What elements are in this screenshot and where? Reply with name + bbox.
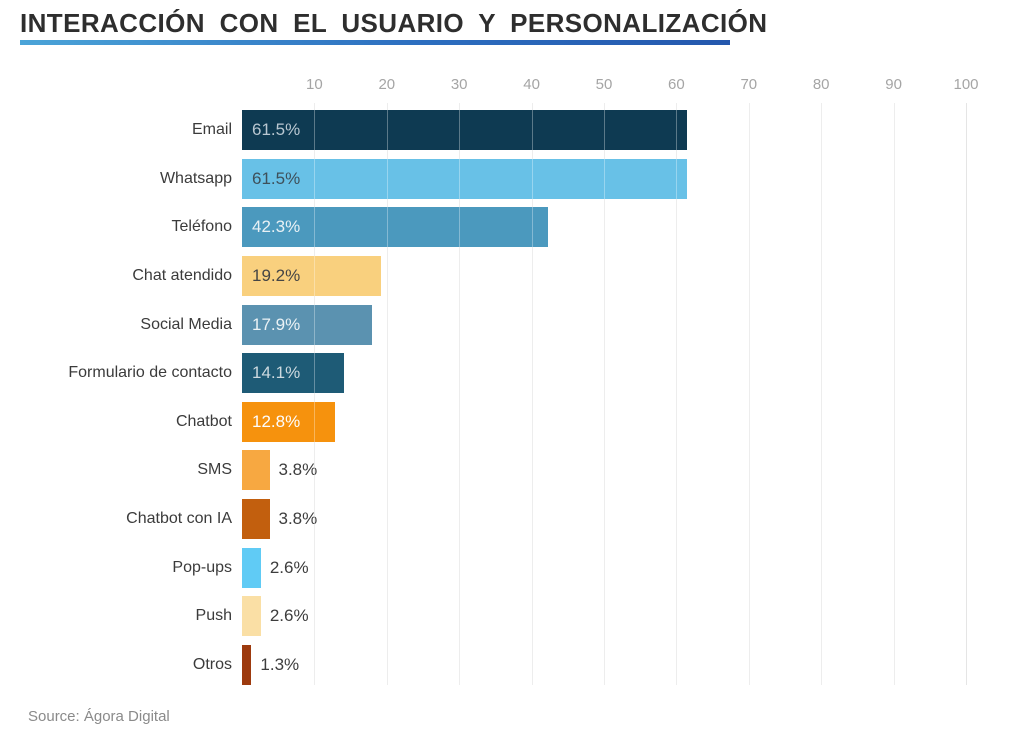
- bar-row: 42.3%: [242, 207, 966, 248]
- category-labels: Email Whatsapp Teléfono Chat atendido Social…: [0, 103, 232, 685]
- bar: [242, 110, 688, 150]
- bar-value-label: 1.3%: [260, 654, 300, 674]
- bar-row: 2.6%: [242, 547, 966, 588]
- gridline-overlay: [748, 103, 750, 685]
- bar-row: 3.8%: [242, 499, 966, 540]
- gridline: [459, 103, 461, 685]
- axis-tick-label: 80: [812, 76, 830, 93]
- axis-tick-label: 30: [450, 76, 468, 93]
- category-label: Chatbot: [175, 412, 232, 430]
- bar-value-label: 12.8%: [252, 411, 301, 431]
- gridline: [604, 103, 605, 685]
- bar-value-label: 61.5%: [252, 168, 301, 188]
- bar-value-label: 3.8%: [278, 509, 318, 529]
- axis-tick-label: 90: [885, 76, 902, 93]
- axis-tick-label: 60: [668, 76, 685, 93]
- bar-row: 61.5%: [242, 110, 966, 150]
- axis-tick-label: 70: [740, 76, 758, 93]
- gridline-overlay: [676, 103, 678, 685]
- bar: [242, 547, 261, 588]
- category-label: Otros: [192, 655, 232, 673]
- bar-row: 19.2%: [242, 255, 966, 296]
- gridline-overlay: [821, 103, 823, 685]
- bar: [242, 401, 335, 442]
- category-label: Social Media: [140, 315, 232, 333]
- gridline: [966, 103, 967, 685]
- gridline-overlay: [314, 103, 316, 685]
- gridline-overlay: [604, 103, 605, 685]
- bar-row: 17.9%: [242, 304, 966, 345]
- gridline: [676, 103, 678, 685]
- bar-value-label: 17.9%: [252, 314, 301, 334]
- bar: [242, 255, 381, 296]
- gridline: [893, 103, 895, 685]
- gridline-overlay: [386, 103, 388, 685]
- bar-row: 14.1%: [242, 353, 966, 394]
- category-label: Chat atendido: [132, 266, 232, 284]
- bar-value-label: 14.1%: [252, 363, 301, 383]
- bar-value-label: 61.5%: [252, 120, 301, 139]
- axis-tick-label: 40: [523, 76, 540, 93]
- category-label: Whatsapp: [159, 169, 232, 187]
- plot-area: 10 20 30 40 50 60 70 80 90 100 61.5% 61.5% 42.3% 19.2…: [242, 76, 979, 685]
- bar: [242, 644, 252, 685]
- axis-tick-label: 20: [378, 76, 396, 93]
- category-label: Pop-ups: [172, 558, 232, 576]
- category-label: Formulario de contacto: [68, 364, 232, 382]
- bar: [242, 499, 270, 540]
- bar: [242, 207, 549, 248]
- title-underline: [20, 40, 730, 45]
- gridline-overlay: [893, 103, 895, 685]
- category-label: SMS: [197, 461, 232, 479]
- bar-row: 2.6%: [242, 596, 966, 637]
- bar: [242, 304, 372, 345]
- source-note: Source: Ágora Digital: [28, 708, 170, 725]
- gridline: [821, 103, 823, 685]
- bar-row: 1.3%: [242, 644, 966, 685]
- gridline: [748, 103, 750, 685]
- category-label: Email: [191, 121, 232, 138]
- bar: [242, 450, 270, 491]
- bar-value-label: 3.8%: [278, 460, 318, 480]
- gridline: [531, 103, 533, 685]
- bar-value-label: 19.2%: [252, 265, 301, 285]
- bar-row: 61.5%: [242, 158, 966, 199]
- bar-row: 3.8%: [242, 450, 966, 491]
- category-label: Chatbot con IA: [126, 510, 232, 528]
- gridline: [386, 103, 388, 685]
- bar: [242, 158, 688, 199]
- gridline-overlay: [531, 103, 533, 685]
- gridline-overlay: [459, 103, 461, 685]
- page-title: INTERACCIÓN CON EL USUARIO Y PERSONALIZA…: [20, 8, 768, 38]
- bar-value-label: 42.3%: [252, 217, 301, 237]
- axis-tick-label: 10: [306, 76, 323, 93]
- bar: [242, 596, 261, 637]
- bar: [242, 353, 345, 394]
- bar-value-label: 2.6%: [269, 606, 309, 626]
- bar-value-label: 2.6%: [269, 557, 309, 577]
- category-label: Push: [195, 607, 232, 625]
- category-label: Teléfono: [171, 218, 233, 236]
- axis-tick-label: 100: [953, 76, 979, 93]
- bar-row: 12.8%: [242, 401, 966, 442]
- axis-tick-label: 50: [595, 76, 613, 93]
- gridline: [314, 103, 316, 685]
